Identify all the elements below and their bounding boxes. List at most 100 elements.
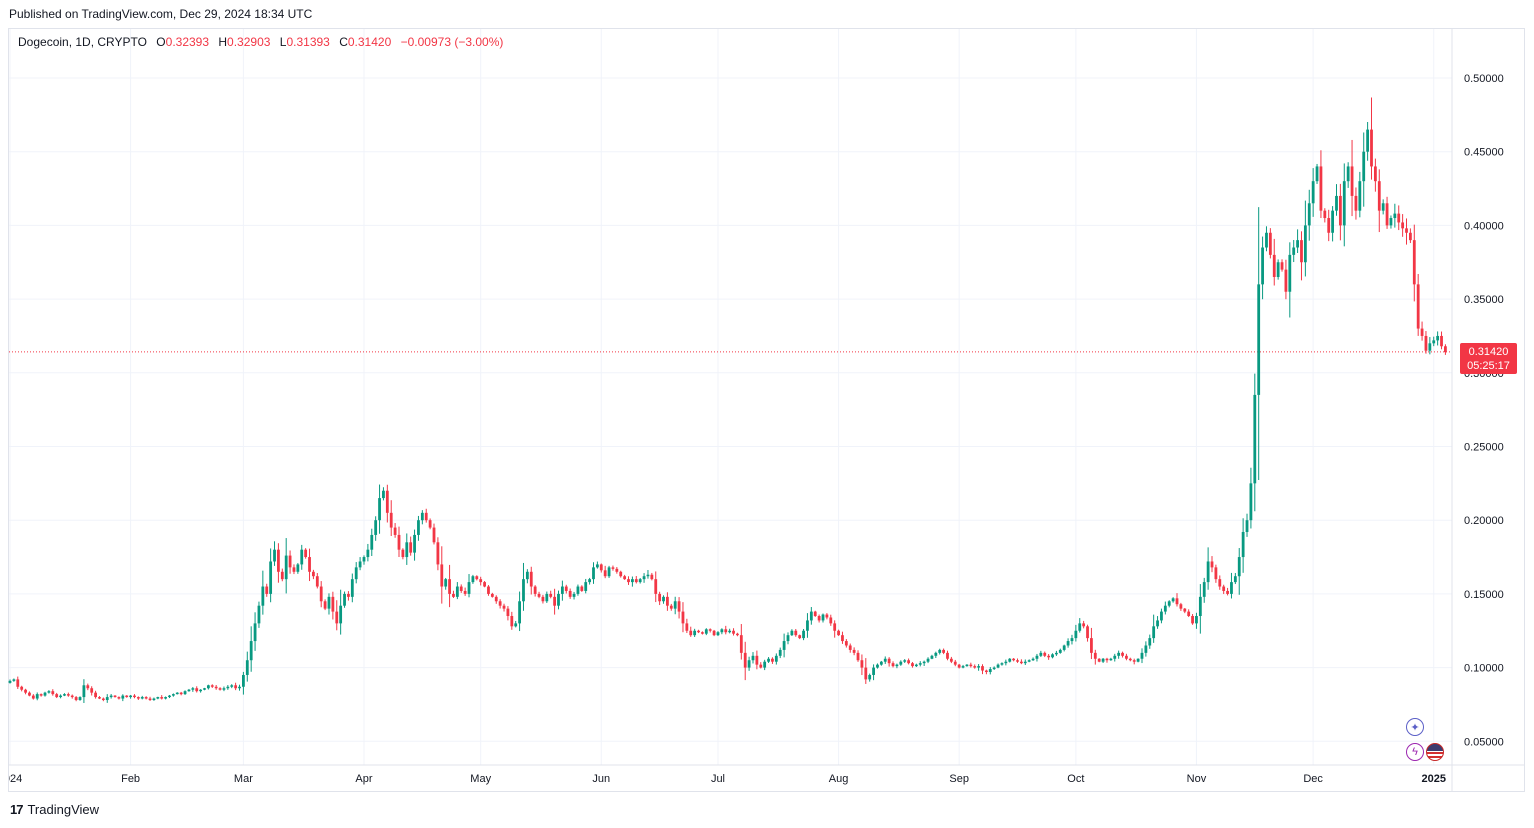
candle — [125, 695, 129, 698]
candle — [1300, 231, 1303, 281]
candle-body — [242, 674, 245, 687]
candle-body — [599, 564, 603, 571]
candle — [728, 628, 732, 634]
open-value: 0.32393 — [165, 35, 210, 49]
us-flag-icon[interactable] — [1426, 743, 1444, 761]
candle — [879, 660, 883, 666]
candle — [417, 515, 420, 541]
candle — [763, 659, 767, 671]
candle — [969, 662, 973, 668]
candle-body — [525, 571, 529, 580]
candle-body — [1303, 225, 1307, 263]
candle-body — [105, 697, 109, 701]
candle — [358, 557, 362, 571]
compass-icon[interactable]: ✦ — [1406, 718, 1424, 736]
candle — [1097, 658, 1101, 663]
candle-body — [125, 695, 129, 698]
candle-body — [273, 549, 276, 562]
candle-body — [1370, 129, 1373, 167]
candle — [1043, 651, 1047, 658]
candle — [806, 613, 809, 638]
candle — [1214, 564, 1218, 583]
candle — [1163, 601, 1167, 615]
candle — [654, 571, 658, 603]
candle-body — [347, 593, 350, 597]
candle-body — [1362, 151, 1366, 182]
candle-body — [518, 601, 521, 624]
x-tick-label: 2024 — [0, 773, 22, 785]
candle-body — [183, 691, 187, 695]
y-tick-label: 0.20000 — [1464, 515, 1504, 527]
candle-body — [522, 579, 525, 602]
candle-body — [277, 549, 280, 572]
candle-body — [611, 567, 615, 569]
candle-body — [627, 579, 630, 583]
candle-body — [1140, 652, 1144, 659]
candle-body — [619, 571, 623, 577]
candle-body — [693, 630, 697, 636]
candle-body — [187, 689, 191, 692]
candle-body — [813, 611, 817, 617]
candle-body — [732, 630, 735, 634]
candle — [638, 577, 642, 584]
candle — [133, 694, 136, 699]
lightning-icon[interactable]: ϟ — [1406, 743, 1424, 761]
candle-body — [1000, 663, 1004, 665]
brand-name: TradingView — [27, 802, 100, 817]
candle-body — [238, 686, 241, 689]
candle — [249, 626, 253, 672]
candle — [467, 574, 471, 598]
candle-body — [1097, 658, 1101, 662]
candle — [841, 631, 844, 644]
candle — [1397, 205, 1401, 231]
candle-body — [560, 586, 564, 594]
candle-body — [1202, 582, 1206, 597]
candle-body — [35, 694, 39, 699]
tradingview-logo[interactable]: 17 TradingView — [10, 802, 99, 817]
candle — [1389, 215, 1393, 229]
candle — [1237, 548, 1241, 595]
candle — [409, 536, 413, 556]
candle — [1121, 651, 1124, 658]
candle — [70, 694, 74, 699]
candle-body — [1144, 645, 1148, 653]
candle — [545, 591, 549, 603]
candle-body — [1086, 626, 1089, 639]
candle-body — [304, 549, 308, 558]
candle-body — [234, 685, 238, 689]
candle — [996, 663, 1000, 669]
candle — [265, 583, 269, 597]
candle — [817, 614, 821, 623]
candle — [269, 548, 273, 603]
candle — [1292, 239, 1296, 263]
candle-body — [872, 667, 875, 675]
candle-body — [899, 661, 903, 665]
candle — [778, 647, 782, 659]
candle-body — [1412, 240, 1416, 285]
candle-body — [129, 695, 132, 698]
candle — [109, 693, 113, 699]
candle — [288, 550, 292, 574]
candle-body — [1272, 254, 1276, 277]
grid-lines — [9, 29, 1525, 792]
symbol-label[interactable]: Dogecoin, 1D, CRYPTO — [18, 35, 147, 49]
y-tick-label: 0.15000 — [1464, 589, 1504, 601]
candle — [347, 591, 350, 601]
candle — [199, 689, 203, 693]
candle-body — [557, 593, 560, 606]
candle — [918, 661, 922, 667]
candle-body — [1389, 218, 1393, 226]
candle-body — [249, 641, 253, 661]
candle-body — [1335, 195, 1338, 211]
candle-body — [844, 641, 848, 646]
chart-frame[interactable] — [8, 28, 1525, 792]
candle-body — [786, 635, 790, 642]
candle — [557, 590, 560, 610]
candle — [63, 693, 66, 697]
candle — [615, 567, 619, 574]
candle-body — [1338, 195, 1342, 226]
candle — [934, 651, 938, 658]
candle-body — [825, 614, 829, 618]
candle — [697, 629, 700, 634]
